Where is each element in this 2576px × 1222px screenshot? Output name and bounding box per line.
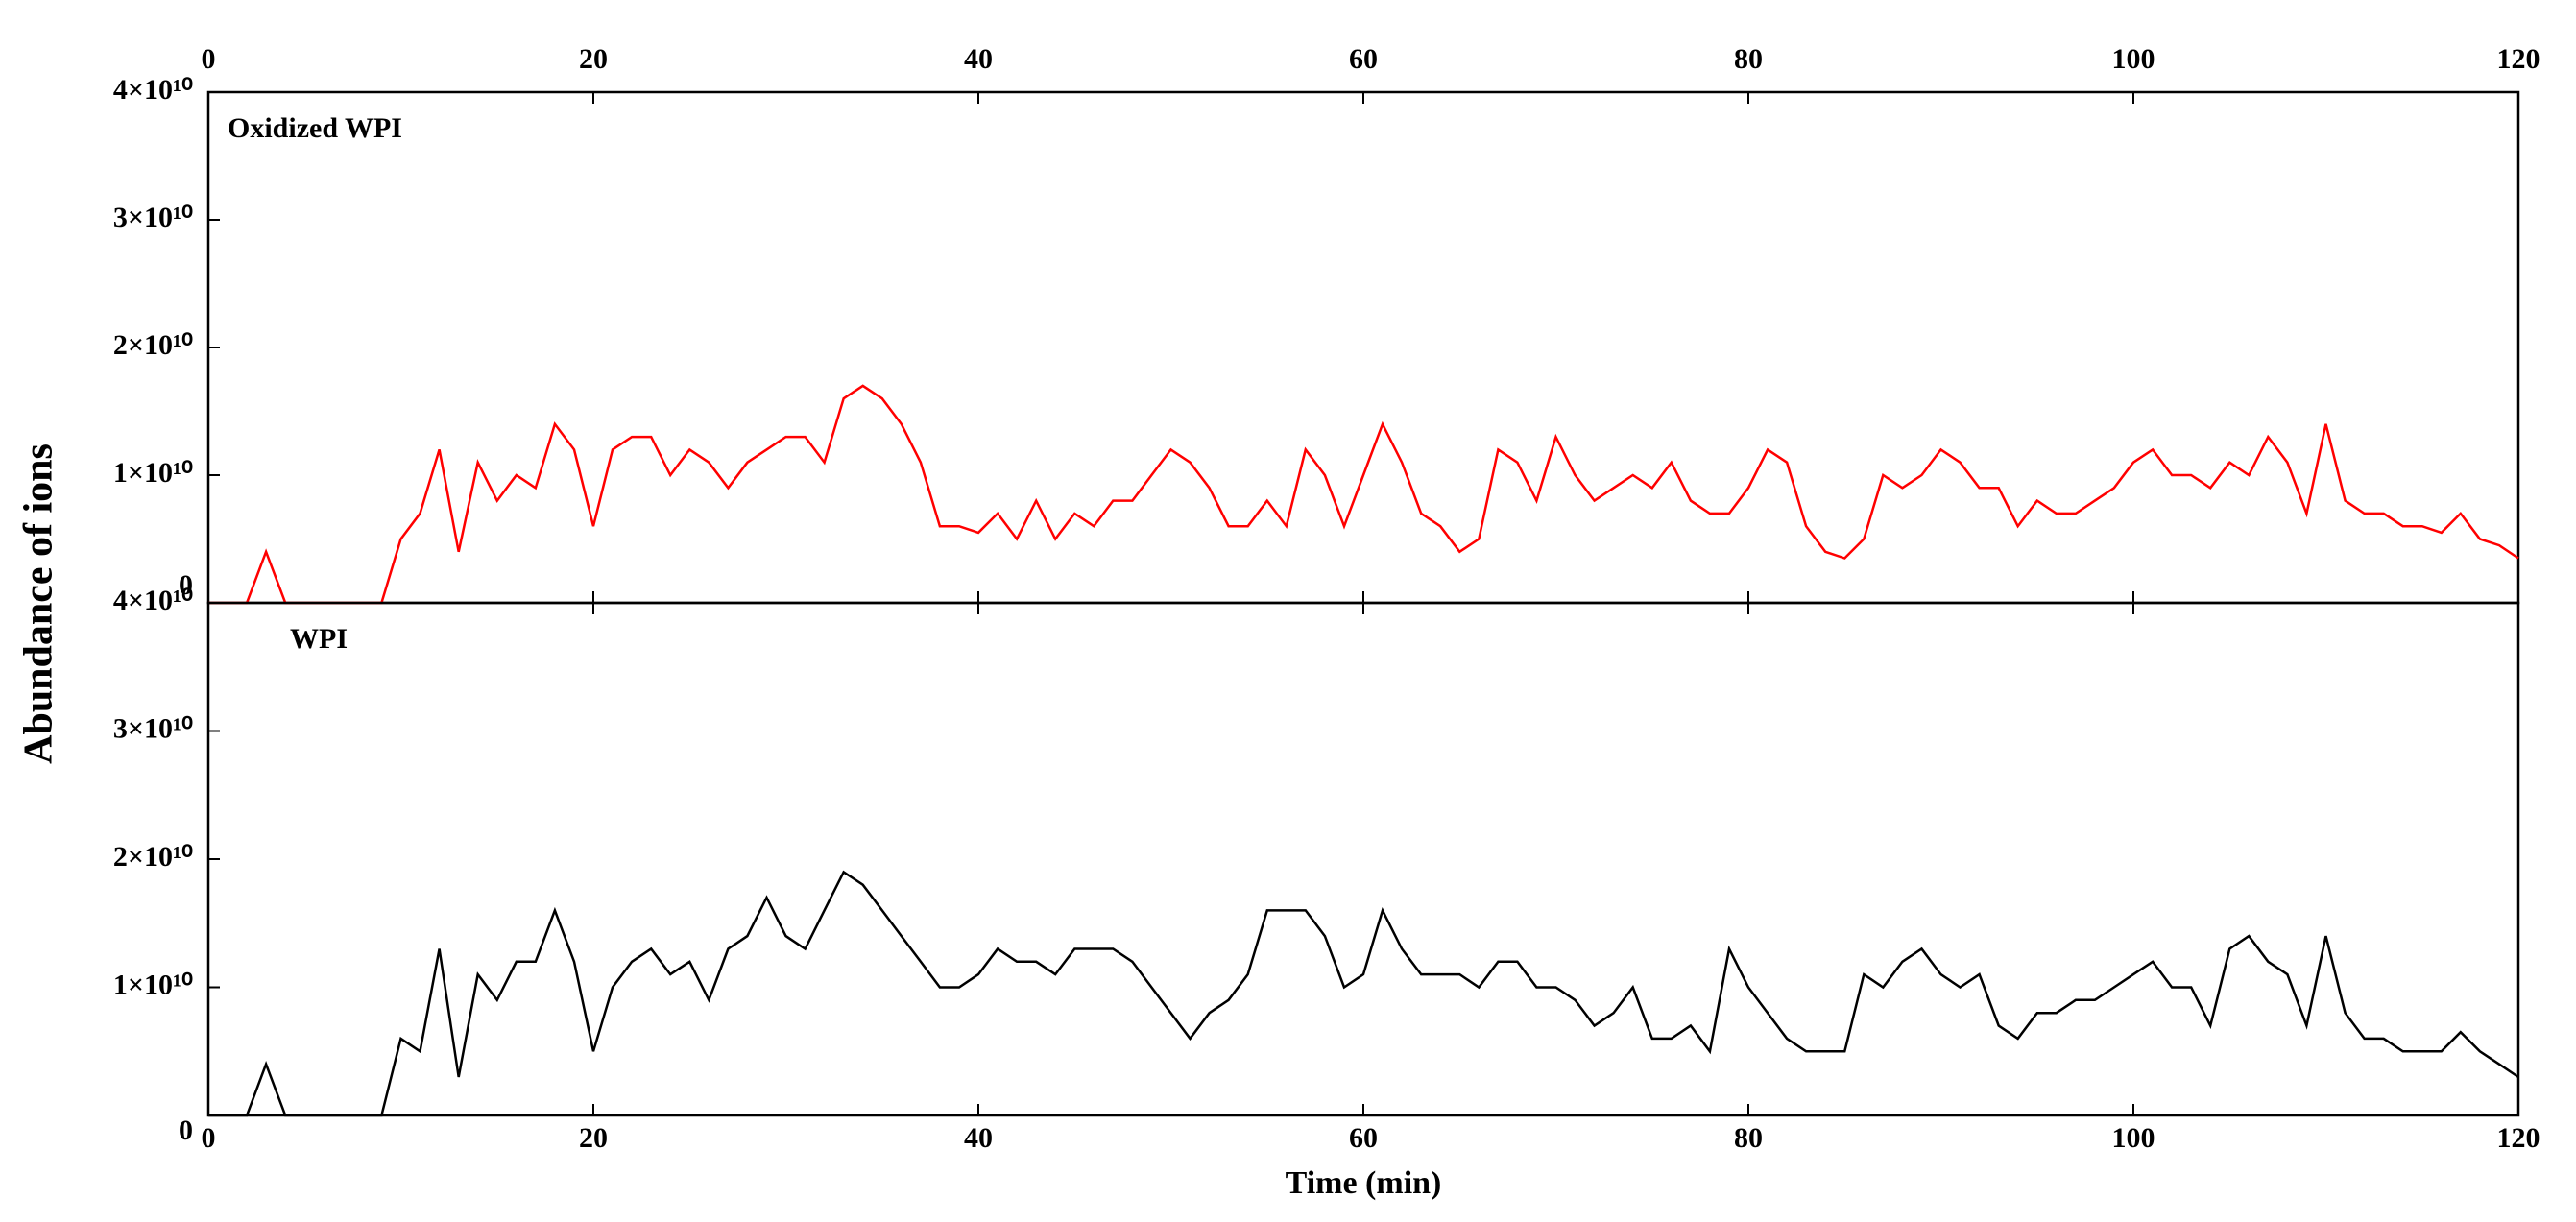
x-tick-label: 80 [1734, 43, 1763, 75]
plot-frame [206, 90, 2520, 605]
x-tick-label: 0 [202, 43, 216, 75]
x-tick-label: 40 [964, 1122, 993, 1154]
y-tick-label: 3×10¹⁰ [113, 712, 193, 744]
x-tick-label: 20 [579, 43, 608, 75]
y-tick-label: 0 [179, 569, 193, 601]
y-tick-label: 1×10¹⁰ [113, 457, 193, 489]
x-tick-label: 80 [1734, 1122, 1763, 1154]
x-tick-label: 40 [964, 43, 993, 75]
series-label: Oxidized WPI [228, 112, 402, 144]
series-label: WPI [290, 623, 348, 655]
y-tick-label: 2×10¹⁰ [113, 841, 193, 873]
y-tick-label: 0 [179, 1114, 193, 1146]
x-tick-label: 100 [2112, 1122, 2155, 1154]
x-tick-label: 120 [2497, 43, 2540, 75]
x-tick-label: 60 [1349, 1122, 1378, 1154]
plot-frame [206, 601, 2520, 1117]
x-tick-label: 0 [202, 1122, 216, 1154]
x-axis-title: Time (min) [1286, 1165, 1442, 1201]
y-tick-label: 3×10¹⁰ [113, 202, 193, 233]
x-tick-label: 100 [2112, 43, 2155, 75]
x-tick-label: 20 [579, 1122, 608, 1154]
y-axis-title: Abundance of ions [17, 443, 61, 764]
series-line [208, 870, 2519, 1117]
y-tick-label: 4×10¹⁰ [113, 585, 193, 616]
y-tick-label: 1×10¹⁰ [113, 969, 193, 1000]
x-tick-label: 120 [2497, 1122, 2540, 1154]
x-tick-label: 60 [1349, 43, 1378, 75]
y-tick-label: 4×10¹⁰ [113, 74, 193, 106]
y-tick-label: 2×10¹⁰ [113, 329, 193, 361]
series-line [208, 384, 2519, 605]
